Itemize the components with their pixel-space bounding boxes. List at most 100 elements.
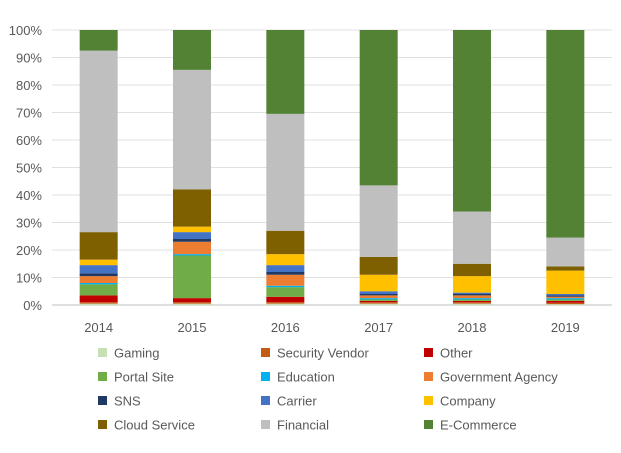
bar-segment-2016-education: [266, 285, 305, 288]
x-tick-label: 2017: [364, 320, 393, 335]
y-tick-label: 70%: [16, 106, 42, 121]
legend-label: Financial: [277, 418, 329, 433]
bar-segment-2016-security-vendor: [266, 302, 305, 304]
bar-segment-2015-e-commerce: [173, 30, 211, 70]
bar-segment-2017-security-vendor: [359, 302, 398, 304]
bar-segment-2016-e-commerce: [266, 30, 305, 114]
bar-segment-2015-financial: [173, 69, 211, 190]
y-tick-label: 10%: [16, 271, 42, 286]
bar-segment-2019-other: [546, 300, 585, 303]
bar-segment-2015-company: [173, 226, 211, 233]
bar-segment-2018-company: [453, 276, 491, 293]
bar-segment-2018-gaming: [453, 303, 491, 305]
bars: [79, 30, 585, 305]
bar-segment-2017-sns: [359, 294, 398, 296]
bar-segment-2019-gaming: [546, 304, 585, 305]
bar-segment-2019-portal-site: [546, 299, 585, 301]
legend-label: Gaming: [114, 346, 160, 361]
legend-swatch: [98, 348, 107, 357]
bar-segment-2015-government-agency: [173, 241, 211, 255]
legend-swatch: [261, 372, 270, 381]
y-tick-label: 90%: [16, 51, 42, 66]
bar-segment-2016-cloud-service: [266, 230, 305, 255]
y-tick-label: 100%: [9, 23, 43, 38]
bar-segment-2017-e-commerce: [359, 30, 398, 186]
legend-label: Company: [440, 394, 496, 409]
bar-segment-2014-carrier: [79, 265, 118, 274]
bar-segment-2015-security-vendor: [173, 302, 211, 304]
bar-segment-2014-e-commerce: [79, 30, 118, 51]
legend-swatch: [261, 420, 270, 429]
legend-swatch: [424, 396, 433, 405]
bar-segment-2015-other: [173, 298, 211, 303]
bar-segment-2019-cloud-service: [546, 266, 585, 271]
legend-swatch: [424, 372, 433, 381]
x-tick-label: 2018: [458, 320, 487, 335]
bar-segment-2019-sns: [546, 295, 585, 297]
bar-segment-2018-government-agency: [453, 295, 491, 299]
y-tick-label: 60%: [16, 133, 42, 148]
bar-segment-2017-government-agency: [359, 295, 398, 299]
legend-swatch: [424, 420, 433, 429]
bar-segment-2016-sns: [266, 272, 305, 275]
bar-segment-2018-sns: [453, 294, 491, 296]
legend-label: Other: [440, 346, 473, 361]
bar-segment-2016-portal-site: [266, 287, 305, 297]
bar-segment-2018-education: [453, 298, 491, 300]
bar-segment-2014-other: [79, 295, 118, 303]
bar-segment-2015-gaming: [173, 303, 211, 305]
bar-segment-2016-other: [266, 296, 305, 303]
x-tick-label: 2015: [178, 320, 207, 335]
legend-swatch: [424, 348, 433, 357]
bar-segment-2018-portal-site: [453, 299, 491, 301]
bar-segment-2018-financial: [453, 211, 491, 264]
bar-segment-2018-e-commerce: [453, 30, 491, 212]
y-axis-tick-labels: 0% 10% 20% 30% 40% 50% 60% 70% 80% 90% 100%: [9, 23, 43, 313]
gridlines: [52, 29, 612, 306]
bar-segment-2017-financial: [359, 185, 398, 257]
bar-segment-2014-sns: [79, 273, 118, 277]
y-tick-label: 20%: [16, 243, 42, 258]
legend-swatch: [261, 348, 270, 357]
legend-label: Security Vendor: [277, 346, 369, 361]
bar-segment-2014-security-vendor: [79, 302, 118, 304]
bar-segment-2019-company: [546, 270, 585, 294]
bar-segment-2016-company: [266, 254, 305, 266]
bar-segment-2018-cloud-service: [453, 263, 491, 277]
bar-segment-2019-security-vendor: [546, 302, 585, 305]
bar-segment-2018-carrier: [453, 292, 491, 294]
bar-segment-2017-education: [359, 298, 398, 300]
bar-segment-2017-carrier: [359, 291, 398, 294]
y-tick-label: 40%: [16, 188, 42, 203]
bar-segment-2016-financial: [266, 113, 305, 231]
bar-segment-2016-carrier: [266, 265, 305, 272]
y-tick-label: 30%: [16, 216, 42, 231]
legend-label: E-Commerce: [440, 418, 517, 433]
legend-label: SNS: [114, 394, 141, 409]
bar-segment-2019-financial: [546, 237, 585, 267]
legend-swatch: [98, 372, 107, 381]
bar-segment-2019-carrier: [546, 294, 585, 296]
bar-segment-2017-gaming: [359, 303, 398, 305]
bar-segment-2015-portal-site: [173, 255, 211, 299]
bar-segment-2019-e-commerce: [546, 30, 585, 238]
legend: Gaming Security Vendor Other Portal Site Edu…: [98, 346, 558, 433]
bar-segment-2014-cloud-service: [79, 232, 118, 260]
bar-segment-2015-education: [173, 254, 211, 256]
bar-segment-2016-gaming: [266, 303, 305, 305]
bar-segment-2014-government-agency: [79, 276, 118, 283]
bar-segment-2016-government-agency: [266, 274, 305, 286]
bar-segment-2014-gaming: [79, 303, 118, 305]
bar-segment-2014-financial: [79, 50, 118, 233]
bar-segment-2015-carrier: [173, 232, 211, 239]
legend-label: Government Agency: [440, 370, 558, 385]
x-axis-tick-labels: 2014 2015 2016 2017 2018 2019: [84, 320, 580, 335]
x-tick-label: 2019: [551, 320, 580, 335]
legend-label: Portal Site: [114, 370, 174, 385]
bar-segment-2014-company: [79, 259, 118, 266]
bar-segment-2015-cloud-service: [173, 189, 211, 227]
bar-segment-2019-education: [546, 298, 585, 300]
legend-swatch: [98, 396, 107, 405]
x-tick-label: 2014: [84, 320, 113, 335]
